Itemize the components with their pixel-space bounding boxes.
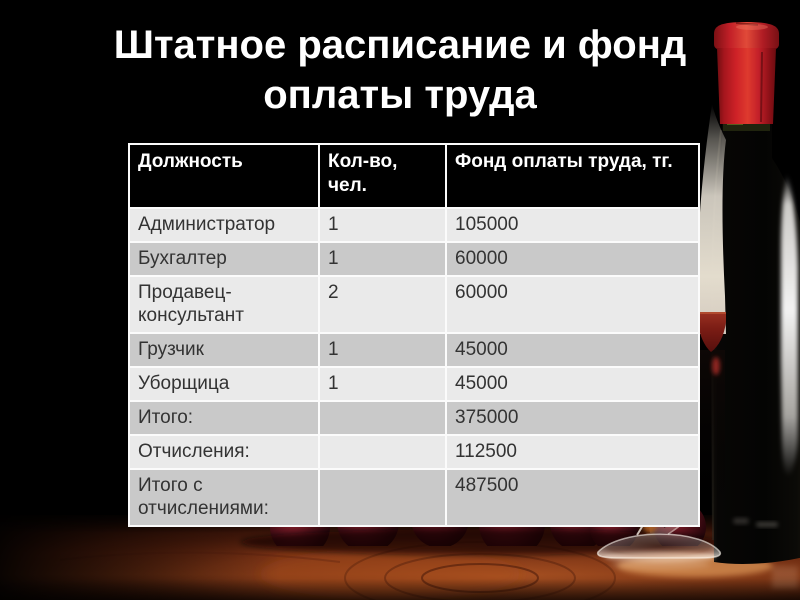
header-row: Должность Кол-во, чел. Фонд оплаты труда… [128, 143, 700, 209]
cell-count: 1 [318, 207, 447, 243]
payroll-table: Должность Кол-во, чел. Фонд оплаты труда… [128, 143, 700, 527]
cell-count: 1 [318, 332, 447, 368]
table-row: Продавец-консультант 2 60000 [128, 275, 700, 334]
column-header-fund: Фонд оплаты труда, тг. [445, 143, 700, 209]
cell-position: Администратор [128, 207, 320, 243]
cell-fund: 45000 [445, 332, 700, 368]
bottle-highlight [781, 174, 798, 477]
cell-count: 1 [318, 241, 447, 277]
cell-count: 2 [318, 275, 447, 334]
cell-position: Продавец-консультант [128, 275, 320, 334]
grape-shadow [240, 529, 720, 555]
table-row: Бухгалтер 1 60000 [128, 241, 700, 277]
table-row: Грузчик 1 45000 [128, 332, 700, 368]
cell-fund: 45000 [445, 366, 700, 402]
cell-fund: 487500 [445, 468, 700, 527]
cell-position: Итого с отчислениями: [128, 468, 320, 527]
cell-count [318, 468, 447, 527]
cell-fund: 375000 [445, 400, 700, 436]
column-header-position: Должность [128, 143, 320, 209]
cell-position: Отчисления: [128, 434, 320, 470]
cell-count [318, 400, 447, 436]
table-row: Отчисления: 112500 [128, 434, 700, 470]
slide-title: Штатное расписание и фонд оплаты труда [113, 23, 687, 117]
table-row: Администратор 1 105000 [128, 207, 700, 243]
table-row: Итого с отчислениями: 487500 [128, 468, 700, 527]
cell-count: 1 [318, 366, 447, 402]
cell-fund: 112500 [445, 434, 700, 470]
cell-count [318, 434, 447, 470]
cell-position: Уборщица [128, 366, 320, 402]
bottle-cap [714, 22, 779, 124]
table-header: Должность Кол-во, чел. Фонд оплаты труда… [128, 143, 700, 209]
cell-position: Бухгалтер [128, 241, 320, 277]
column-header-count: Кол-во, чел. [318, 143, 447, 209]
cell-position: Грузчик [128, 332, 320, 368]
wine-bottle [710, 22, 800, 588]
wine-in-glass [698, 312, 726, 352]
cell-fund: 105000 [445, 207, 700, 243]
cell-position: Итого: [128, 400, 320, 436]
table-body: Администратор 1 105000 Бухгалтер 1 60000… [128, 207, 700, 527]
cell-fund: 60000 [445, 241, 700, 277]
cell-fund: 60000 [445, 275, 700, 334]
glass-bowl [698, 104, 726, 334]
table-row: Уборщица 1 45000 [128, 366, 700, 402]
table-row: Итого: 375000 [128, 400, 700, 436]
